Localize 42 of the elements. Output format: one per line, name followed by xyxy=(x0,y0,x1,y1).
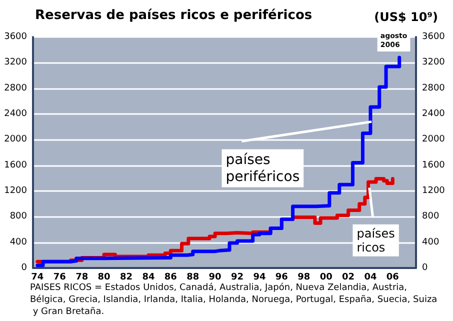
y2-tick-label: 2400 xyxy=(422,109,446,119)
x-tick-label: 04 xyxy=(364,272,377,282)
y2-tick-label: 2800 xyxy=(422,83,446,94)
x-tick-label: 84 xyxy=(142,272,155,282)
y-tick-label: 3600 xyxy=(4,32,28,42)
series-label: países periféricos xyxy=(226,152,300,185)
y-tick-label: 800 xyxy=(10,212,28,222)
y-tick-label: 2800 xyxy=(4,83,28,94)
x-tick-label: 80 xyxy=(98,272,110,282)
x-tick-label: 98 xyxy=(298,272,310,282)
y-tick-label: 3200 xyxy=(4,58,28,68)
x-tick-label: 02 xyxy=(342,272,355,282)
x-tick-label: 06 xyxy=(386,272,399,282)
y2-tick-label: 800 xyxy=(422,212,440,222)
y2-tick-label: 400 xyxy=(422,237,440,248)
y-tick-label: 400 xyxy=(10,237,28,248)
x-tick-label: 82 xyxy=(120,272,133,282)
y2-tick-label: 1200 xyxy=(422,186,446,196)
y2-tick-label: 2000 xyxy=(422,134,446,145)
y2-axis-title: (US$ 10⁹) xyxy=(374,10,438,24)
y-tick-label: 1200 xyxy=(4,186,28,196)
y2-tick-label: 1600 xyxy=(422,160,446,170)
x-tick-label: 86 xyxy=(164,272,177,282)
x-tick-label: 94 xyxy=(253,272,266,282)
chart-title: Reservas de países ricos e periféricos xyxy=(35,8,312,23)
x-tick-label: 00 xyxy=(320,272,332,282)
x-tick-label: 78 xyxy=(76,272,88,282)
x-tick-label: 96 xyxy=(275,272,288,282)
x-tick-label: 76 xyxy=(53,272,66,282)
y-tick-label: 1600 xyxy=(4,160,28,170)
x-tick-label: 90 xyxy=(208,272,222,282)
series-label: países ricos xyxy=(356,226,395,254)
x-tick-label: 88 xyxy=(186,272,200,282)
x-tick-label: 92 xyxy=(231,272,244,282)
text: PAISES RICOS = Estados Unidos, Canadá, Australia, Japón, Nueva Zelandia, Austria, Bélgica, Grecia, Islandia, Irlanda, Italia, Holanda, Noruega, Portugal, España, Suecia, Suiza y Gran Bretaña. xyxy=(30,282,438,317)
y2-tick-label: 0 xyxy=(422,263,428,273)
y-tick-label: 2000 xyxy=(4,134,28,145)
x-tick-label: 74 xyxy=(31,272,44,282)
y-tick-label: 0 xyxy=(21,263,28,273)
y2-tick-label: 3200 xyxy=(422,58,446,68)
y-tick-label: 2400 xyxy=(4,109,28,119)
y2-tick-label: 3600 xyxy=(422,32,446,42)
